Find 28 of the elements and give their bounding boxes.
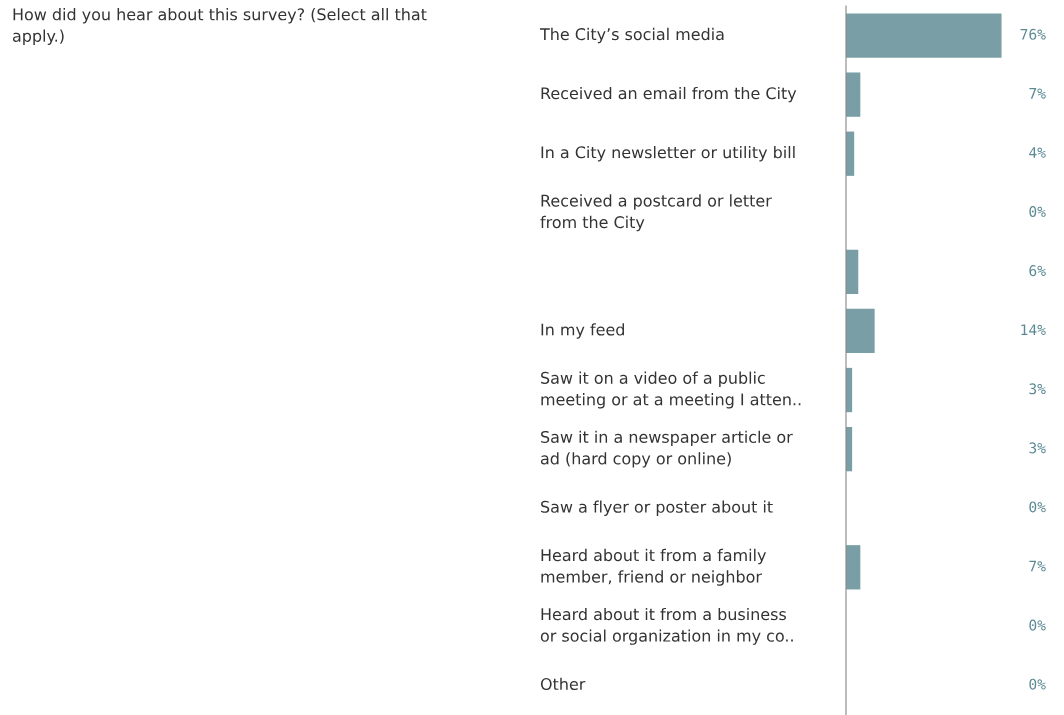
data-label: 0% xyxy=(1029,501,1046,513)
y-tick-label: The City’s social media xyxy=(539,27,724,44)
data-label: 7% xyxy=(1029,88,1046,99)
y-tick-label: Heard about it from a business or social organization in my co.. xyxy=(540,607,793,645)
bar xyxy=(846,72,861,117)
y-tick-label: Saw it in a newspaper article or ad (hard copy or online) xyxy=(540,430,793,468)
y-tick-label: Received an email from the City xyxy=(541,86,797,103)
y-tick-label: Heard about it from a family member, friend or neighbor xyxy=(541,548,766,586)
bar xyxy=(846,308,875,354)
data-label: 0% xyxy=(1029,619,1046,631)
data-label: 0% xyxy=(1029,678,1046,690)
y-tick-label: Saw it on a video of a public meeting or at a meeting I atten.. xyxy=(541,371,801,409)
data-label: 6% xyxy=(1029,265,1046,277)
text: How did you hear about this survey? (Select all that apply.) xyxy=(12,8,427,45)
y-tick-label: Received a postcard or letter from the City xyxy=(540,194,772,232)
data-label: 76% xyxy=(1020,28,1046,40)
bar xyxy=(846,545,861,590)
data-label: 4% xyxy=(1029,147,1046,158)
data-label: 3% xyxy=(1029,442,1046,454)
data-label: 0% xyxy=(1029,206,1046,218)
data-label: 3% xyxy=(1029,383,1046,395)
data-label: 14% xyxy=(1021,324,1046,336)
bar xyxy=(846,13,1002,58)
y-tick-label: Saw a flyer or poster about it xyxy=(541,500,773,516)
y-tick-label: In a City newsletter or utility bill xyxy=(541,145,795,162)
data-label: 7% xyxy=(1029,560,1046,572)
y-tick-label: In my feed xyxy=(541,323,624,339)
y-tick-label: Other xyxy=(540,677,586,691)
